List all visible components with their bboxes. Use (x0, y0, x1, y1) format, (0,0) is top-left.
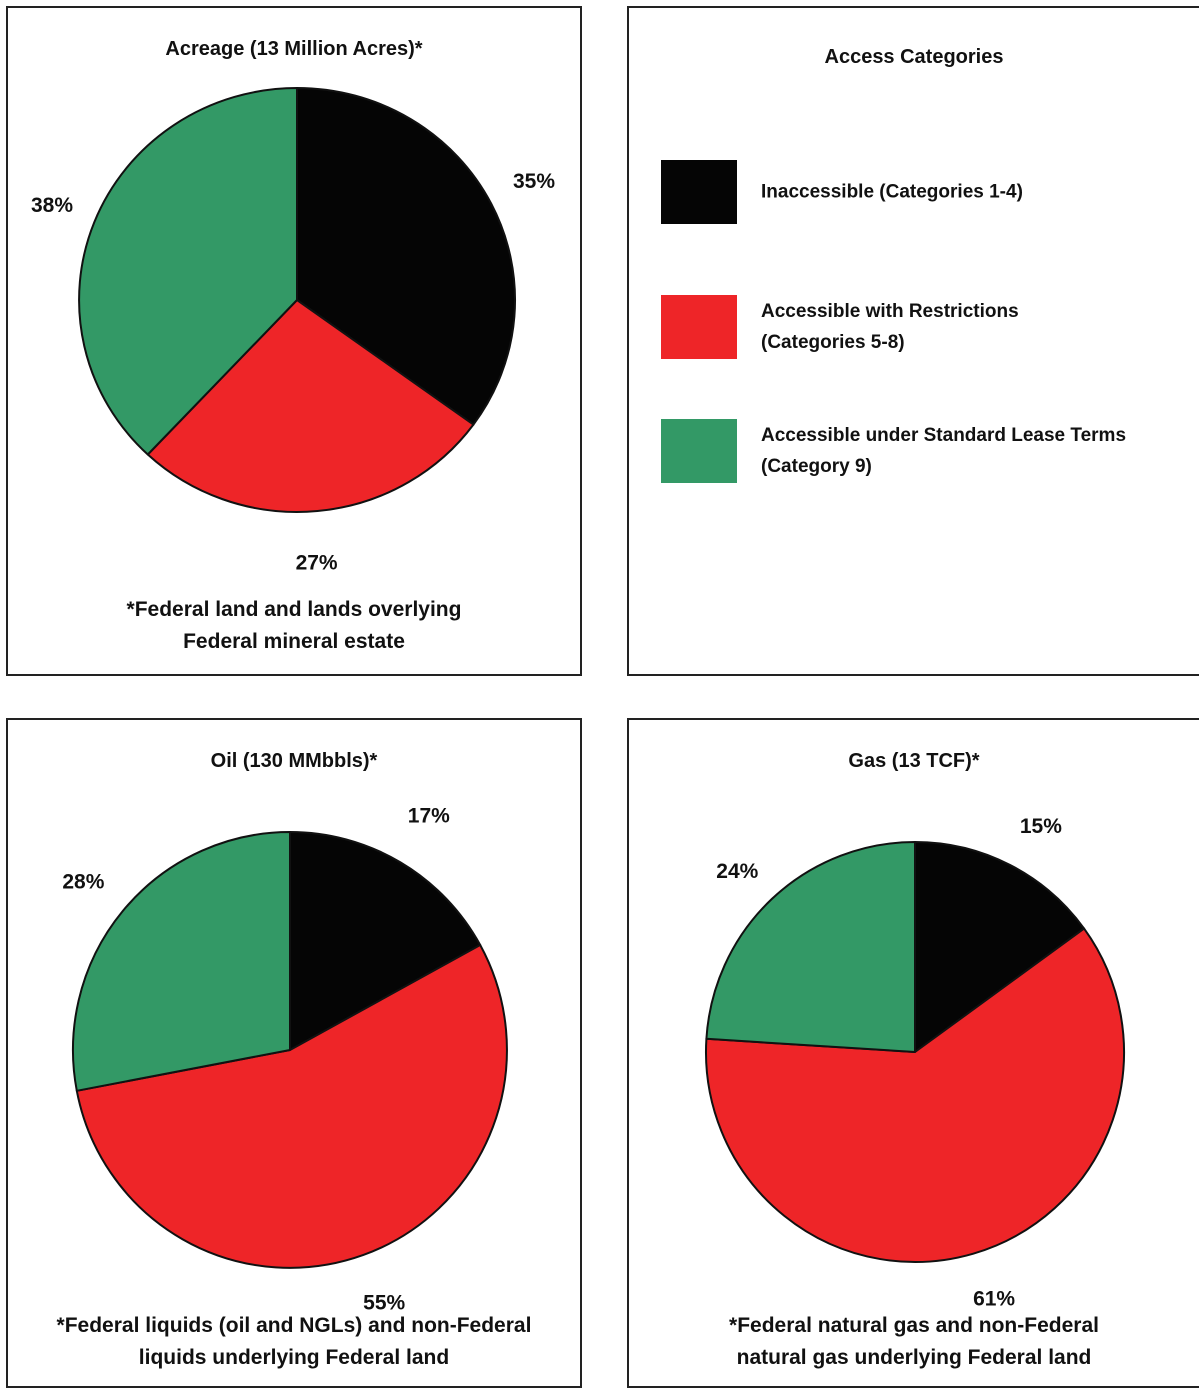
pie-slice-inaccessible (289, 831, 482, 1051)
pie-label-standard: 38% (31, 194, 73, 217)
pie-label-restricted: 55% (363, 1292, 405, 1315)
legend-panel: Access Categories Inaccessible (Categori… (627, 6, 1199, 676)
pie-label-inaccessible: 15% (1020, 815, 1062, 838)
oil-chart-title: Oil (130 MMbbls)* (210, 750, 378, 772)
pie-label-standard: 24% (716, 860, 758, 883)
gas-footnote: *Federal natural gas and non-Federal nat… (729, 1314, 1099, 1369)
pie-label-inaccessible: 35% (513, 170, 555, 193)
pie-slice-restricted (146, 299, 475, 513)
pie-slice-inaccessible (914, 841, 1086, 1053)
acreage-panel: Acreage (13 Million Acres)* 35% 27% 38% *F… (6, 6, 582, 676)
oil-panel: Oil (130 MMbbls)* 17% 55% 28% *Federal liq… (6, 718, 582, 1388)
legend-swatch-inaccessible (661, 160, 737, 224)
acreage-pie-chart: 35% 27% 38% (31, 87, 555, 574)
legend-label-standard: Accessible under Standard Lease Terms (C… (761, 425, 1127, 477)
legend-title: Access Categories (824, 46, 1004, 68)
legend-label-restricted: Accessible with Restrictions (Categories… (761, 301, 1019, 353)
oil-footnote: *Federal liquids (oil and NGLs) and non-… (56, 1314, 532, 1369)
legend-swatch-restricted (661, 295, 737, 359)
gas-pie-chart: 15% 61% 24% (704, 815, 1125, 1311)
pie-slice-restricted (75, 944, 508, 1269)
oil-pie-chart: 17% 55% 28% (62, 805, 508, 1315)
pie-label-standard: 28% (62, 871, 104, 894)
gas-panel: Gas (13 TCF)* 15% 61% 24% *Federal natural… (627, 718, 1199, 1388)
legend-label-inaccessible: Inaccessible (Categories 1-4) (761, 181, 1023, 203)
pie-slice-inaccessible (296, 87, 517, 426)
pie-slice-standard (72, 831, 291, 1092)
legend-item-inaccessible: Inaccessible (Categories 1-4) (661, 160, 1189, 224)
acreage-footnote: *Federal land and lands overlying Federa… (126, 598, 462, 653)
pie-label-restricted: 61% (973, 1288, 1015, 1311)
acreage-chart-title: Acreage (13 Million Acres)* (165, 38, 423, 60)
pie-slice-standard (705, 841, 916, 1053)
legend-item-standard: Accessible under Standard Lease Terms (C… (661, 419, 1189, 483)
legend-swatch-standard (661, 419, 737, 483)
gas-chart-title: Gas (13 TCF)* (848, 750, 980, 772)
pie-slice-restricted (704, 927, 1125, 1263)
pie-label-inaccessible: 17% (408, 805, 450, 828)
pie-label-restricted: 27% (296, 551, 338, 574)
legend-item-restricted: Accessible with Restrictions (Categories… (661, 295, 1189, 359)
pie-slice-standard (78, 87, 298, 456)
